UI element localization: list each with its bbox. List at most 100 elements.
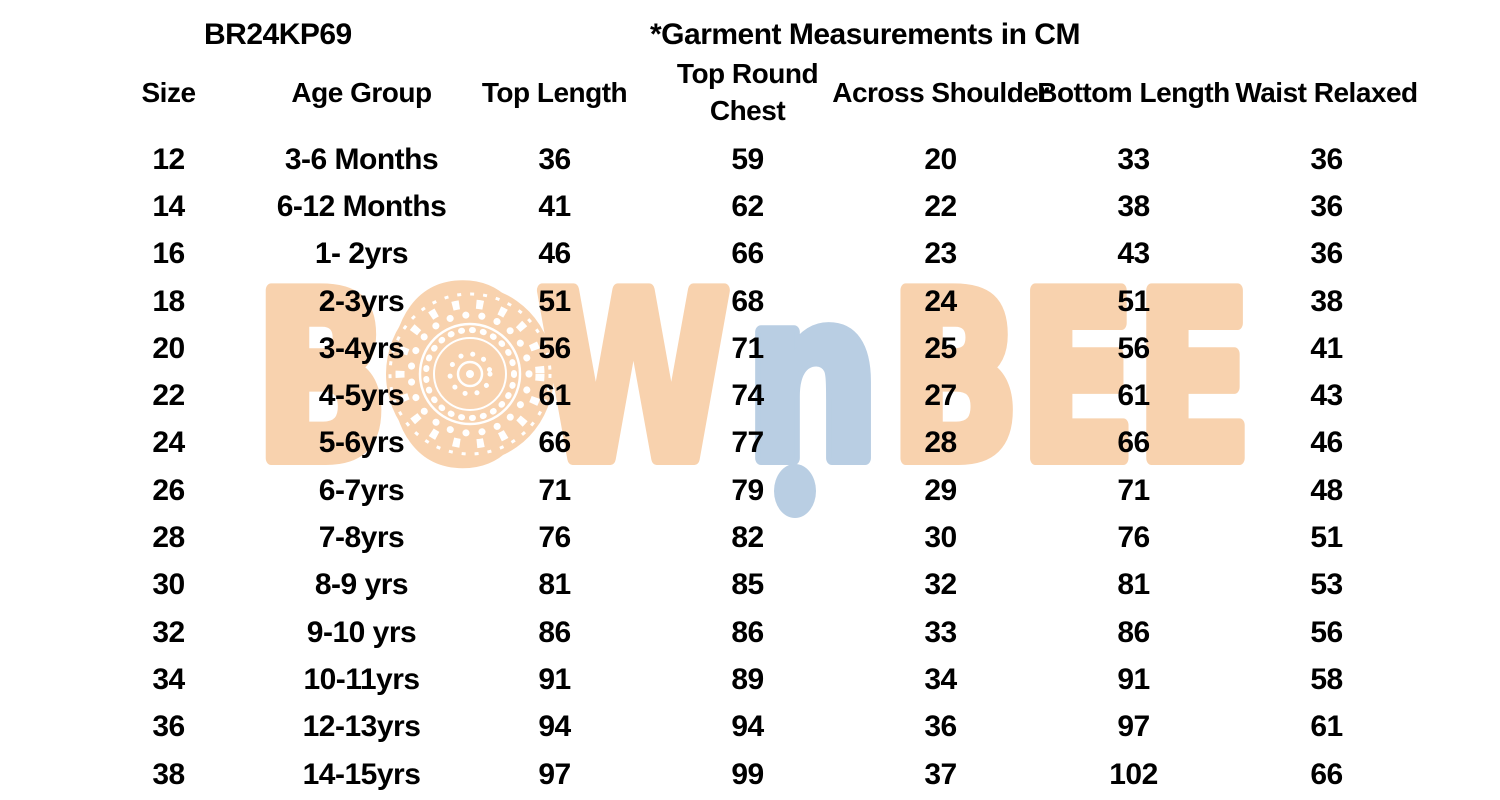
table-cell: 51 (538, 284, 571, 318)
table-cell: 6-12 Months (276, 189, 447, 223)
table-cell: 28 (152, 521, 185, 555)
column-header: Age Group (265, 57, 458, 127)
table-cell: 38 (1117, 189, 1150, 223)
column-header: Size (72, 57, 265, 127)
table-cell: 76 (1117, 521, 1150, 555)
style-code: BR24KP69 (204, 18, 352, 51)
column-header-label: Size (141, 76, 196, 108)
column-header-label: Top Round Chest (676, 58, 819, 126)
table-cell: 43 (1310, 379, 1343, 413)
table-cell: 5-6yrs (318, 426, 405, 460)
table-row: 22 4-5yrs 61 74 27 61 43 (72, 372, 1423, 419)
column-header: Top Length (458, 57, 651, 127)
table-body: 12 3-6 Months 36 59 20 33 36 14 6-12 Months 41 62 2… (72, 136, 1423, 798)
table-cell: 56 (538, 331, 571, 365)
table-row: 28 7-8yrs 76 82 30 76 51 (72, 514, 1423, 561)
table-cell: 38 (152, 757, 185, 791)
table-row: 24 5-6yrs 66 77 28 66 46 (72, 420, 1423, 467)
table-cell: 8-9 yrs (314, 568, 409, 602)
table-cell: 32 (924, 568, 957, 602)
table-cell: 61 (538, 379, 571, 413)
table-cell: 36 (1310, 237, 1343, 271)
table-cell: 81 (538, 568, 571, 602)
column-header: Bottom Length (1037, 57, 1230, 127)
table-cell: 46 (538, 237, 571, 271)
table-cell: 59 (731, 142, 764, 176)
column-header: Waist Relaxed (1230, 57, 1423, 127)
table-cell: 62 (731, 189, 764, 223)
table-cell: 33 (1117, 142, 1150, 176)
table-cell: 36 (538, 142, 571, 176)
mandala-icon (388, 292, 552, 456)
table-cell: 41 (1310, 331, 1343, 365)
table-cell: 79 (731, 473, 764, 507)
table-cell: 56 (1310, 615, 1343, 649)
table-cell: 71 (731, 331, 764, 365)
table-row: 34 10-11yrs 91 89 34 91 58 (72, 656, 1423, 703)
table-cell: 41 (538, 189, 571, 223)
table-cell: 26 (152, 473, 185, 507)
table-cell: 4-5yrs (318, 379, 405, 413)
table-cell: 34 (924, 662, 957, 696)
table-cell: 25 (924, 331, 957, 365)
table-cell: 66 (1310, 757, 1343, 791)
table-cell: 94 (731, 710, 764, 744)
table-cell: 66 (1117, 426, 1150, 460)
table-cell: 97 (1117, 710, 1150, 744)
table-cell: 56 (1117, 331, 1150, 365)
table-cell: 97 (538, 757, 571, 791)
table-cell: 85 (731, 568, 764, 602)
table-row: 16 1- 2yrs 46 66 23 43 36 (72, 231, 1423, 278)
table-row: 30 8-9 yrs 81 85 32 81 53 (72, 562, 1423, 609)
table-cell: 86 (538, 615, 571, 649)
table-cell: 24 (924, 284, 957, 318)
table-cell: 74 (731, 379, 764, 413)
table-cell: 51 (1310, 521, 1343, 555)
table-cell: 23 (924, 237, 957, 271)
table-cell: 29 (924, 473, 957, 507)
table-cell: 10-11yrs (303, 662, 420, 696)
table-cell: 68 (731, 284, 764, 318)
table-cell: 51 (1117, 284, 1150, 318)
watermark-text-n: n (745, 275, 880, 513)
watermark-text-bee: BEE (890, 275, 1252, 513)
table-cell: 12 (152, 142, 185, 176)
table-cell: 91 (538, 662, 571, 696)
table-cell: 86 (1117, 615, 1150, 649)
table-cell: 6-7yrs (318, 473, 405, 507)
table-cell: 22 (152, 379, 185, 413)
table-row: 20 3-4yrs 56 71 25 56 41 (72, 325, 1423, 372)
table-cell: 99 (731, 757, 764, 791)
table-cell: 20 (152, 331, 185, 365)
table-cell: 36 (152, 710, 185, 744)
column-header: Top Round Chest (651, 57, 844, 127)
table-cell: 48 (1310, 473, 1343, 507)
table-cell: 30 (924, 521, 957, 555)
table-cell: 33 (924, 615, 957, 649)
table-cell: 30 (152, 568, 185, 602)
table-cell: 66 (731, 237, 764, 271)
table-cell: 16 (152, 237, 185, 271)
table-cell: 7-8yrs (318, 521, 405, 555)
table-cell: 61 (1310, 710, 1343, 744)
table-cell: 12-13yrs (302, 710, 421, 744)
table-cell: 81 (1117, 568, 1150, 602)
table-cell: 34 (152, 662, 185, 696)
table-cell: 24 (152, 426, 185, 460)
table-cell: 28 (924, 426, 957, 460)
table-cell: 38 (1310, 284, 1343, 318)
column-header-label: Top Length (481, 76, 628, 108)
table-cell: 77 (731, 426, 764, 460)
table-header-row: Size Age Group Top Length Top Round Chest Ac… (72, 57, 1423, 127)
table-cell: 89 (731, 662, 764, 696)
table-cell: 102 (1109, 757, 1158, 791)
table-cell: 14 (152, 189, 185, 223)
table-row: 36 12-13yrs 94 94 36 97 61 (72, 704, 1423, 751)
table-cell: 36 (1310, 189, 1343, 223)
table-cell: 18 (152, 284, 185, 318)
table-row: 18 2-3yrs 51 68 24 51 38 (72, 278, 1423, 325)
table-cell: 46 (1310, 426, 1343, 460)
table-cell: 66 (538, 426, 571, 460)
table-cell: 3-4yrs (318, 331, 405, 365)
